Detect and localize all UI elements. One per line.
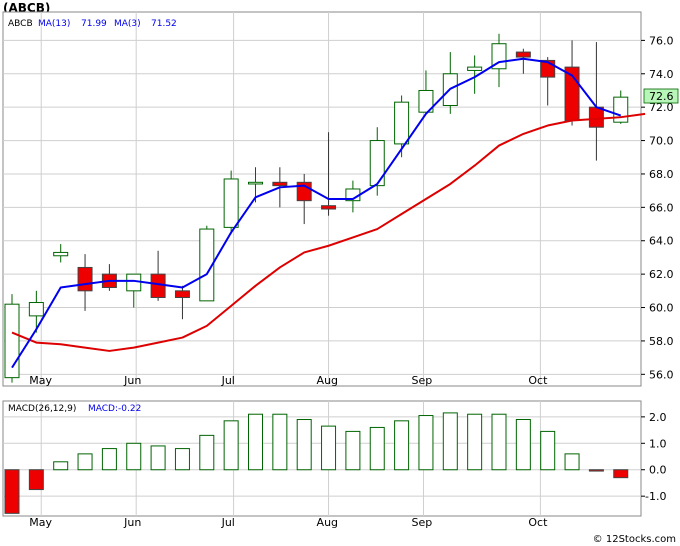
candle-body — [321, 205, 337, 210]
macd-y-tick-label: -1.0 — [645, 490, 666, 503]
macd-y-tick-label: 1.0 — [649, 437, 667, 450]
candle-body — [515, 51, 531, 58]
macd-bar — [174, 448, 190, 471]
macd-y-tick-label: 2.0 — [649, 411, 667, 424]
macd-bar — [442, 412, 458, 471]
price-y-tick-label: 68.0 — [649, 168, 674, 181]
macd-bar — [150, 445, 166, 471]
macd-bar — [564, 453, 580, 471]
last-price-badge: 72.6 — [643, 88, 679, 104]
macd-bar — [53, 461, 69, 471]
macd-bar — [126, 442, 142, 471]
macd-bar — [321, 425, 337, 471]
candle-body — [418, 89, 434, 113]
candle-body — [174, 290, 190, 299]
price-x-tick-label: Jul — [221, 374, 235, 387]
price-y-tick-label: 76.0 — [649, 34, 674, 47]
legend-symbol: ABCB — [8, 19, 33, 29]
macd-bar — [248, 413, 263, 471]
price-x-tick-label: Jun — [123, 374, 141, 387]
price-y-tick-label: 62.0 — [649, 268, 674, 281]
macd-bar — [101, 448, 117, 471]
macd-bar — [4, 469, 20, 514]
macd-bar — [394, 420, 410, 471]
price-y-tick-label: 72.0 — [649, 101, 674, 114]
macd-bar — [296, 419, 312, 471]
macd-bar — [223, 420, 239, 471]
macd-bar — [467, 413, 483, 471]
candle-body — [588, 106, 604, 128]
ma3-line — [11, 112, 646, 352]
macd-legend: MACD(26,12,9) MACD:-0.22 — [8, 404, 141, 414]
price-x-tick-label: Sep — [412, 374, 433, 387]
macd-x-tick-label: Aug — [317, 516, 338, 529]
legend-macd-value: MACD:-0.22 — [88, 404, 141, 414]
price-y-tick-label: 70.0 — [649, 135, 674, 148]
candle-body — [467, 66, 483, 71]
price-y-tick-label: 74.0 — [649, 68, 674, 81]
macd-x-tick-label: Sep — [412, 516, 433, 529]
candle-body — [53, 251, 69, 257]
price-y-tick-label: 56.0 — [649, 368, 674, 381]
macd-bar — [540, 430, 556, 471]
candle-body — [248, 181, 263, 185]
macd-bar — [272, 413, 288, 471]
macd-x-tick-label: Oct — [528, 516, 548, 529]
macd-bar — [345, 430, 361, 471]
candle-body — [199, 228, 215, 302]
price-panel — [2, 11, 642, 387]
price-y-tick-label: 60.0 — [649, 302, 674, 315]
candle-body — [223, 178, 239, 228]
macd-x-tick-label: Jun — [123, 516, 141, 529]
price-x-tick-label: Oct — [528, 374, 548, 387]
candle-body — [28, 302, 44, 317]
price-legend: ABCB MA(13) 71.99 MA(3) 71.52 — [8, 19, 177, 29]
credit-text: © 12Stocks.com — [592, 534, 676, 545]
macd-bar — [28, 469, 44, 491]
price-y-tick-label: 58.0 — [649, 335, 674, 348]
price-x-tick-label: Aug — [317, 374, 338, 387]
macd-bar — [515, 419, 531, 471]
price-y-tick-label: 64.0 — [649, 235, 674, 248]
price-y-tick-label: 66.0 — [649, 201, 674, 214]
legend-macd-label: MACD(26,12,9) — [8, 404, 76, 414]
macd-bar — [199, 434, 215, 471]
macd-bar — [77, 453, 93, 471]
candle-body — [394, 101, 410, 145]
macd-bar — [491, 413, 507, 471]
last-price-label: 72.6 — [649, 90, 674, 103]
legend-ma13-label: MA(13) — [38, 19, 70, 29]
legend-ma3-value: 71.52 — [151, 19, 177, 29]
price-x-tick-label: May — [29, 374, 52, 387]
candle-body — [77, 266, 93, 292]
legend-ma3-label: MA(3) — [114, 19, 141, 29]
candle-body — [369, 140, 385, 187]
macd-y-tick-label: 0.0 — [649, 464, 667, 477]
macd-bar — [369, 426, 385, 471]
macd-bar — [588, 469, 604, 472]
legend-ma13-value: 71.99 — [81, 19, 107, 29]
macd-bar — [418, 415, 434, 471]
macd-x-tick-label: May — [29, 516, 52, 529]
candle-body — [272, 181, 288, 187]
candle-body — [4, 303, 20, 379]
macd-bar — [613, 469, 629, 479]
ma13-line — [11, 57, 622, 369]
macd-x-tick-label: Jul — [221, 516, 235, 529]
